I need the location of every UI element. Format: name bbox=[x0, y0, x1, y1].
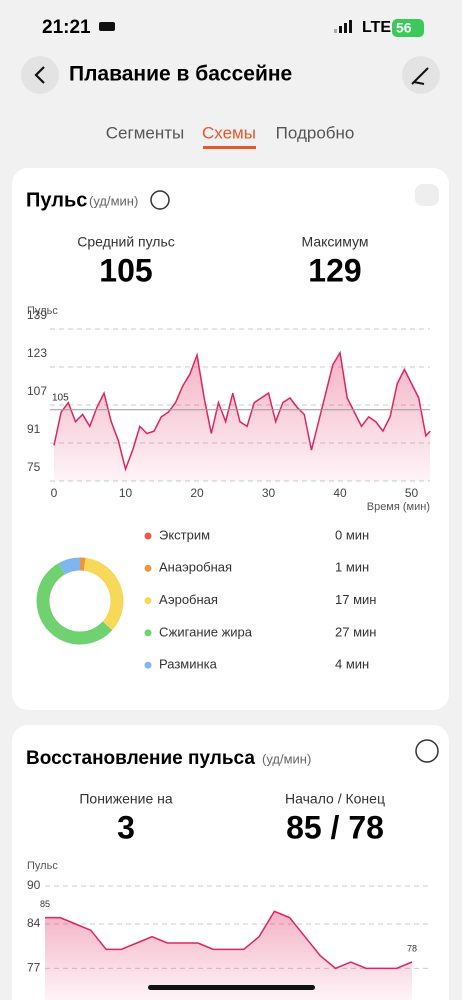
stat-value: 3 bbox=[117, 809, 135, 845]
stat-value: 85 / 78 bbox=[286, 809, 384, 845]
y-tick-label: 77 bbox=[27, 961, 41, 975]
sleep-icon bbox=[99, 22, 115, 31]
back-icon bbox=[34, 66, 45, 84]
line bbox=[45, 910, 413, 970]
y-tick-label: 123 bbox=[27, 346, 47, 360]
info-icon[interactable] bbox=[415, 739, 439, 763]
x-tick-label: 50 bbox=[405, 486, 419, 500]
legend-dot bbox=[144, 564, 152, 572]
legend-value: 27 мин bbox=[335, 624, 376, 639]
home-indicator bbox=[148, 985, 315, 990]
area bbox=[54, 352, 431, 481]
donut-segment bbox=[83, 557, 124, 631]
legend-label: Разминка bbox=[159, 657, 218, 672]
legend-value: 1 мин bbox=[335, 560, 369, 575]
charts: Пульс Время (мин) 75 91 107 123 139 0 10 20 30 40 50… bbox=[27, 305, 431, 1000]
y-axis-label: Пульс bbox=[27, 305, 58, 317]
stat-label: Средний пульс bbox=[77, 234, 175, 250]
back-button[interactable] bbox=[21, 56, 59, 94]
card-unit: (уд/мин) bbox=[89, 193, 138, 208]
legend-value: 4 мин bbox=[335, 657, 369, 672]
stat-label: Начало / Конец bbox=[285, 791, 385, 807]
legend-dot bbox=[144, 629, 152, 637]
x-tick-label: 20 bbox=[190, 486, 204, 500]
donut-segment bbox=[58, 557, 81, 575]
legend-value: 17 мин bbox=[335, 592, 376, 607]
x-tick-label: 30 bbox=[262, 486, 276, 500]
x-tick-label: 0 bbox=[51, 486, 58, 500]
y-tick-label: 107 bbox=[27, 384, 47, 398]
page-title: Плавание в бассейне bbox=[69, 63, 292, 86]
y-tick-label: 90 bbox=[27, 878, 41, 892]
card-unit: (уд/мин) bbox=[262, 751, 311, 766]
time: 21:21 bbox=[42, 17, 91, 38]
tab-indicator bbox=[203, 146, 256, 149]
legend-label: Сжигание жира bbox=[159, 624, 253, 639]
stat-label: Максимум bbox=[302, 234, 369, 250]
y-axis-label: Пульс bbox=[27, 860, 58, 872]
donut-segment bbox=[36, 563, 113, 645]
card-title: Восстановление пульса bbox=[26, 748, 255, 769]
y-tick-label: 91 bbox=[27, 422, 41, 436]
legend-dot bbox=[144, 597, 152, 605]
y-tick-label: 84 bbox=[27, 916, 41, 930]
line bbox=[53, 350, 431, 472]
stat-value: 105 bbox=[99, 252, 152, 288]
expand-button[interactable] bbox=[415, 184, 439, 206]
battery bbox=[392, 19, 424, 37]
route-icon bbox=[411, 67, 429, 85]
legend-dot bbox=[144, 532, 152, 540]
stat-label: Понижение на bbox=[79, 791, 173, 807]
legend-label: Экстрим bbox=[159, 527, 210, 542]
legend-value: 0 мин bbox=[335, 527, 369, 542]
x-tick-label: 40 bbox=[333, 486, 347, 500]
network: LTE bbox=[362, 19, 391, 36]
average-label: 105 bbox=[52, 392, 69, 403]
y-tick-label: 139 bbox=[27, 308, 47, 322]
legend-dot bbox=[144, 661, 152, 669]
stat-value: 129 bbox=[308, 252, 361, 288]
x-tick-label: 10 bbox=[119, 486, 133, 500]
tab[interactable]: Сегменты bbox=[106, 123, 184, 142]
x-axis-label: Время (мин) bbox=[367, 501, 430, 513]
legend-label: Аэробная bbox=[159, 592, 218, 607]
tab-active[interactable]: Схемы bbox=[202, 123, 256, 142]
y-tick-label: 75 bbox=[27, 460, 41, 474]
legend-label: Анаэробная bbox=[159, 560, 232, 575]
battery-level: 56 bbox=[396, 20, 412, 36]
signal-icon bbox=[334, 20, 352, 33]
data-label: 78 bbox=[407, 943, 417, 953]
card-title: Пульс bbox=[26, 189, 87, 211]
recovery-card bbox=[12, 725, 449, 1000]
info-icon[interactable] bbox=[150, 190, 170, 210]
data-label: 85 bbox=[40, 899, 50, 909]
area bbox=[45, 911, 412, 1000]
tab[interactable]: Подробно bbox=[276, 123, 355, 142]
